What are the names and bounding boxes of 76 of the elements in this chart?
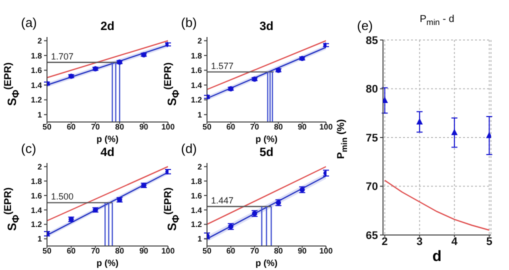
y-tick-label: 1.8 [190, 176, 203, 186]
y-tick-label: 1.6 [190, 191, 203, 200]
x-axis-title: p (%) [96, 258, 120, 268]
x-tick-label: 5 [486, 236, 492, 248]
y-tick-label: 1.6 [190, 66, 203, 76]
x-tick-label: 100 [319, 246, 334, 256]
x-tick-label: 80 [274, 122, 284, 132]
y-tick-label: 2 [198, 162, 203, 172]
chart-title: 4d [99, 145, 116, 159]
x-tick-label: 50 [202, 246, 212, 256]
x-tick-label: 70 [250, 246, 260, 256]
y-tick-label: 1.2 [30, 96, 43, 105]
y-tick-label: 1.4 [30, 206, 43, 215]
text: (e) [357, 18, 373, 33]
y-tick-label: 2 [38, 36, 43, 46]
x-tick-label: 60 [226, 122, 236, 132]
text: (b) [181, 15, 197, 30]
y-tick-label: 1.4 [30, 80, 43, 90]
y-tick-label: 2 [38, 162, 43, 172]
x-tick-label: 90 [298, 246, 308, 256]
x-tick-label: 80 [115, 122, 125, 132]
y-tick-label: 1.2 [30, 220, 43, 230]
y-tick-label: 1.8 [30, 176, 43, 186]
y-tick-label: 70 [366, 181, 378, 194]
y-tick-label: 85 [366, 34, 378, 47]
y-tick-label: 1.2 [190, 220, 203, 230]
y-tick-label: 1.6 [30, 191, 43, 200]
y-tick-label: 1.2 [190, 96, 203, 105]
text: (d) [181, 141, 197, 156]
x-tick-label: 50 [42, 246, 52, 256]
y-tick-label: 1 [198, 110, 203, 120]
x-tick-label: 80 [115, 246, 125, 256]
text: (c) [21, 141, 36, 156]
y-tick-label: 2 [198, 36, 203, 46]
x-tick-label: 100 [319, 122, 334, 132]
x-tick-label: 70 [250, 122, 260, 132]
y-tick-label: 1.8 [30, 51, 43, 60]
x-tick-label: 70 [90, 246, 100, 256]
y-tick-label: 1.6 [30, 66, 43, 76]
x-tick-label: 60 [66, 122, 76, 132]
x-tick-label: 100 [161, 122, 176, 132]
chart-title: 3d [258, 19, 274, 33]
data-label: 1.500 [51, 192, 74, 202]
y-tick-label: 80 [366, 84, 378, 96]
y-tick-label: 1 [38, 110, 43, 120]
x-tick-label: 90 [139, 246, 149, 256]
chart-title: 5d [258, 145, 274, 159]
x-axis-title: p (%) [254, 258, 278, 268]
data-label: 1.447 [211, 196, 234, 206]
y-tick-label: 65 [366, 230, 378, 242]
x-tick-label: 100 [161, 246, 176, 256]
data-label: 1.707 [51, 51, 74, 62]
x-tick-label: 50 [202, 122, 212, 132]
x-tick-label: 50 [42, 122, 52, 132]
y-tick-label: 1 [198, 234, 203, 244]
y-tick-label: 1 [38, 234, 43, 244]
x-axis-title: d [431, 248, 443, 265]
x-tick-label: 80 [274, 246, 284, 256]
y-tick-label: 75 [366, 132, 378, 144]
y-tick-label: 1.4 [190, 80, 203, 90]
x-tick-label: 90 [139, 122, 149, 132]
chart-title: P$_{min}$ - d [418, 14, 456, 27]
y-tick-label: 1.8 [190, 51, 203, 60]
text: (a) [21, 15, 37, 30]
x-tick-label: 90 [298, 122, 308, 132]
x-tick-label: 70 [90, 122, 100, 132]
x-axis-title: p (%) [96, 134, 120, 144]
y-tick-label: 1.4 [190, 206, 203, 215]
data-label: 1.577 [211, 60, 234, 71]
x-tick-label: 4 [451, 236, 458, 248]
x-tick-label: 3 [416, 236, 423, 248]
x-tick-label: 60 [66, 246, 76, 256]
chart-title: 2d [99, 19, 116, 33]
x-tick-label: 60 [226, 246, 236, 256]
x-tick-label: 2 [382, 236, 388, 248]
x-axis-title: p (%) [254, 134, 278, 144]
